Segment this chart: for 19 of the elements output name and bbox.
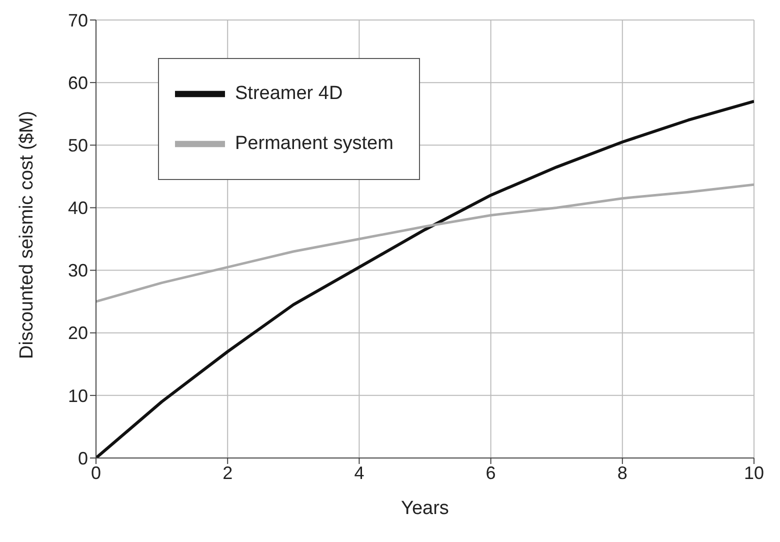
x-tick-label: 4 (354, 462, 364, 483)
y-tick-label: 20 (68, 323, 88, 344)
y-tick-label: 10 (68, 386, 88, 406)
y-tick-label: 50 (68, 136, 88, 156)
x-tick-label: 0 (90, 462, 102, 483)
x-tick-label: 2 (222, 462, 233, 483)
y-tick-label: 30 (68, 260, 88, 281)
y-tick-label: 40 (68, 198, 88, 218)
x-axis-title: Years (401, 498, 449, 519)
y-tick-label: 0 (78, 448, 88, 468)
x-tick-label: 8 (617, 462, 628, 483)
y-tick-label: 70 (68, 10, 88, 30)
x-tick-label: 6 (486, 462, 496, 483)
legend-label: Permanent system (235, 133, 394, 154)
line-series (96, 183, 754, 303)
y-axis-title: Discounted seismic cost ($M) (16, 110, 38, 359)
x-tick-label: 10 (744, 462, 764, 483)
legend-label: Streamer 4D (235, 83, 343, 104)
y-tick-label: 60 (68, 72, 88, 93)
